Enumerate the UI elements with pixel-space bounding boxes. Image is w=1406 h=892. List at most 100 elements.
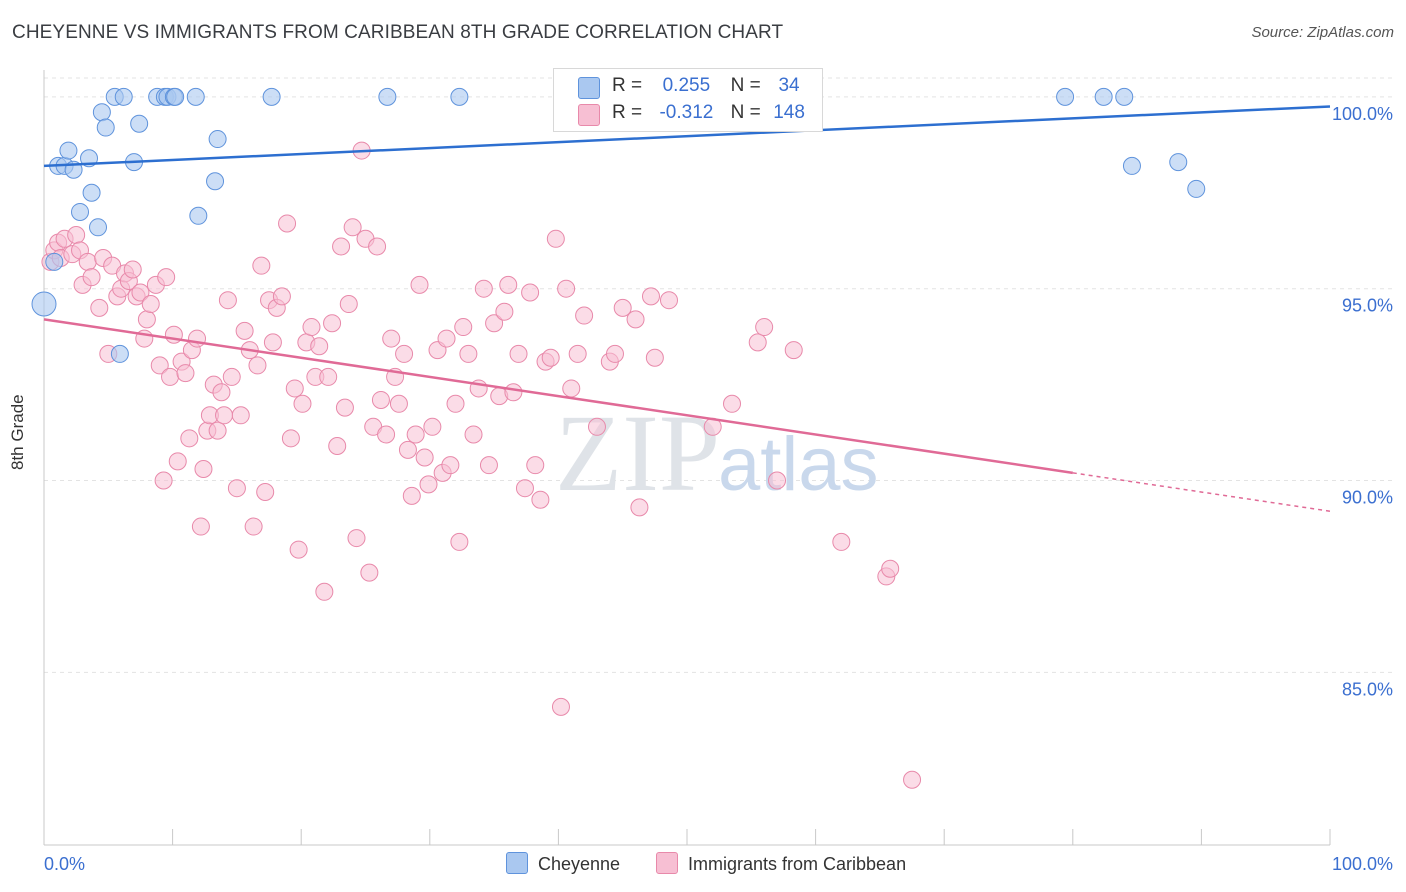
point-caribbean (368, 237, 387, 256)
point-cheyenne (45, 252, 64, 271)
point-cheyenne (1094, 87, 1113, 106)
point-caribbean (335, 398, 354, 417)
point-cheyenne (378, 87, 397, 106)
point-caribbean (659, 291, 678, 310)
point-caribbean (281, 429, 300, 448)
point-caribbean (398, 440, 417, 459)
point-caribbean (587, 417, 606, 436)
point-caribbean (67, 225, 86, 244)
point-cheyenne (110, 344, 129, 363)
point-cheyenne (1187, 179, 1206, 198)
point-caribbean (168, 452, 187, 471)
point-caribbean (293, 394, 312, 413)
trend-line-caribbean-extension (1072, 472, 1331, 512)
watermark-atlas: atlas (718, 422, 879, 507)
point-caribbean (499, 275, 518, 294)
point-caribbean (441, 456, 460, 475)
point-caribbean (332, 237, 351, 256)
point-caribbean (551, 697, 570, 716)
point-caribbean (630, 498, 649, 517)
trend-line-caribbean (43, 318, 1073, 475)
point-caribbean (90, 298, 109, 317)
point-caribbean (194, 460, 213, 479)
point-cheyenne (1169, 153, 1188, 172)
point-caribbean (302, 318, 321, 337)
source-label: Source: ZipAtlas.com (1251, 24, 1394, 41)
point-caribbean (509, 344, 528, 363)
point-caribbean (613, 298, 632, 317)
stats-legend: R = 0.255 N = 34 R = -0.312 N = 148 (553, 68, 823, 132)
x-tick-label: 100.0% (1332, 854, 1393, 874)
point-caribbean (188, 329, 207, 348)
y-tick-label: 90.0% (1342, 488, 1393, 508)
point-caribbean (402, 486, 421, 505)
point-caribbean (395, 344, 414, 363)
legend-swatch-blue (578, 77, 600, 99)
point-caribbean (180, 429, 199, 448)
legend-n-value: 34 (778, 75, 800, 96)
point-caribbean (319, 367, 338, 386)
watermark-zip: ZIP (555, 392, 720, 514)
point-caribbean (176, 364, 195, 383)
point-caribbean (562, 379, 581, 398)
point-caribbean (645, 348, 664, 367)
point-caribbean (755, 318, 774, 337)
point-caribbean (227, 479, 246, 498)
point-cheyenne (166, 87, 185, 106)
point-caribbean (371, 390, 390, 409)
point-cheyenne (71, 202, 90, 221)
point-caribbean (541, 348, 560, 367)
point-caribbean (289, 540, 308, 559)
point-caribbean (382, 329, 401, 348)
point-caribbean (278, 214, 297, 233)
point-caribbean (235, 321, 254, 340)
bottom-legend-label: Cheyenne (538, 854, 621, 874)
point-cheyenne (1122, 156, 1141, 175)
point-caribbean (768, 471, 787, 490)
point-caribbean (323, 314, 342, 333)
legend-n-label: N = (730, 102, 761, 123)
point-caribbean (285, 379, 304, 398)
point-caribbean (495, 302, 514, 321)
point-caribbean (208, 421, 227, 440)
point-cheyenne (1056, 87, 1075, 106)
point-caribbean (154, 471, 173, 490)
point-caribbean (415, 448, 434, 467)
point-caribbean (161, 367, 180, 386)
point-caribbean (515, 479, 534, 498)
trend-lines (43, 105, 1331, 512)
point-cheyenne (450, 87, 469, 106)
y-tick-label: 95.0% (1342, 296, 1393, 316)
point-caribbean (531, 490, 550, 509)
point-caribbean (784, 341, 803, 360)
point-caribbean (339, 295, 358, 314)
point-cheyenne (31, 291, 57, 317)
point-caribbean (244, 517, 263, 536)
point-caribbean (575, 306, 594, 325)
point-caribbean (218, 291, 237, 310)
point-caribbean (360, 563, 379, 582)
point-caribbean (315, 582, 334, 601)
bottom-legend-caribbean: Immigrants from Caribbean (656, 852, 906, 875)
point-cheyenne (89, 218, 108, 237)
point-cheyenne (189, 206, 208, 225)
y-axis-label: 8th Grade (8, 394, 27, 470)
point-caribbean (641, 287, 660, 306)
point-caribbean (832, 532, 851, 551)
tick-labels: 85.0% 90.0% 95.0% 100.0% 0.0% 100.0% (44, 104, 1393, 874)
point-cheyenne (114, 87, 133, 106)
bottom-legend-swatch-blue (506, 852, 528, 874)
point-cheyenne (1115, 87, 1134, 106)
point-cheyenne (130, 114, 149, 133)
point-cheyenne (82, 183, 101, 202)
point-caribbean (903, 770, 922, 789)
point-caribbean (248, 356, 267, 375)
point-cheyenne (92, 103, 111, 122)
point-caribbean (423, 417, 442, 436)
pink-points (41, 87, 922, 789)
point-caribbean (310, 337, 329, 356)
point-caribbean (256, 483, 275, 502)
point-caribbean (479, 456, 498, 475)
legend-n-value: 148 (773, 102, 805, 123)
